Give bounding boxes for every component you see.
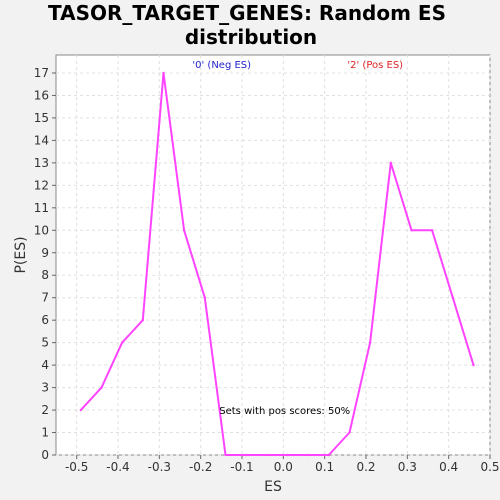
- grid-lines: [56, 55, 491, 456]
- y-tick-label: 14: [34, 133, 49, 147]
- chart-title-line1: TASOR_TARGET_GENES: Random ES: [48, 1, 446, 25]
- data-point: [100, 386, 103, 389]
- data-point: [120, 341, 124, 344]
- y-tick-label: 3: [41, 381, 49, 395]
- x-tick-label: 0.0: [274, 460, 293, 474]
- x-tick-label: 0.2: [356, 460, 375, 474]
- y-tick-label: 0: [41, 448, 49, 462]
- data-point: [141, 318, 144, 322]
- x-tick-label: -0.2: [189, 460, 212, 474]
- x-tick-label: 0.1: [315, 460, 334, 474]
- x-tick-label: -0.5: [65, 460, 88, 474]
- y-tick-label: 7: [41, 291, 49, 305]
- y-axis-label: P(ES): [13, 236, 29, 273]
- y-tick-label: 10: [34, 223, 49, 237]
- data-point: [162, 71, 165, 75]
- x-axis-ticks: -0.5 -0.4 -0.3 -0.2 -0.1 0.0 0.1 0.2 0.3 0.4 0.5: [65, 455, 500, 474]
- data-point: [472, 363, 475, 367]
- data-point: [368, 341, 372, 344]
- y-tick-label: 1: [41, 426, 49, 440]
- data-point: [348, 431, 351, 434]
- plot-area: [55, 54, 491, 456]
- y-tick-label: 16: [34, 88, 49, 102]
- neg-es-label: '0' (Neg ES): [192, 60, 251, 71]
- y-tick-label: 12: [34, 178, 49, 192]
- pos-scores-annotation: Sets with pos scores: 50%: [219, 406, 350, 417]
- data-point: [306, 453, 310, 457]
- x-tick-label: -0.4: [106, 460, 129, 474]
- data-point: [224, 453, 227, 457]
- x-tick-label: 0.5: [480, 460, 499, 474]
- data-point: [265, 453, 268, 457]
- data-point: [79, 408, 83, 412]
- annotation-layer: '0' (Neg ES) '2' (Pos ES) Sets with pos sc…: [192, 60, 403, 417]
- y-tick-label: 9: [41, 246, 49, 260]
- y-tick-label: 2: [41, 403, 49, 417]
- y-tick-label: 6: [41, 313, 49, 327]
- data-point: [203, 296, 206, 299]
- data-point: [389, 161, 392, 165]
- y-tick-label: 5: [41, 336, 49, 350]
- data-point: [451, 296, 454, 299]
- data-point: [327, 453, 330, 457]
- x-tick-label: 0.4: [439, 460, 458, 474]
- y-tick-label: 17: [34, 66, 49, 80]
- series-line: [80, 72, 475, 456]
- x-tick-label: -0.1: [230, 460, 253, 474]
- data-point: [182, 229, 186, 232]
- x-axis-label: ES: [264, 479, 282, 495]
- y-tick-label: 8: [41, 268, 49, 282]
- data-point: [430, 229, 434, 232]
- series-layer: [79, 71, 475, 457]
- data-point: [410, 229, 413, 232]
- data-point: [286, 453, 289, 457]
- y-tick-label: 15: [34, 111, 49, 125]
- y-tick-label: 13: [34, 156, 49, 170]
- chart-title-line2: distribution: [185, 25, 317, 49]
- y-tick-label: 11: [34, 201, 49, 215]
- pos-es-label: '2' (Pos ES): [347, 60, 403, 71]
- y-tick-label: 4: [41, 358, 49, 372]
- x-tick-label: -0.3: [148, 460, 171, 474]
- data-point: [244, 453, 248, 457]
- x-tick-label: 0.3: [398, 460, 417, 474]
